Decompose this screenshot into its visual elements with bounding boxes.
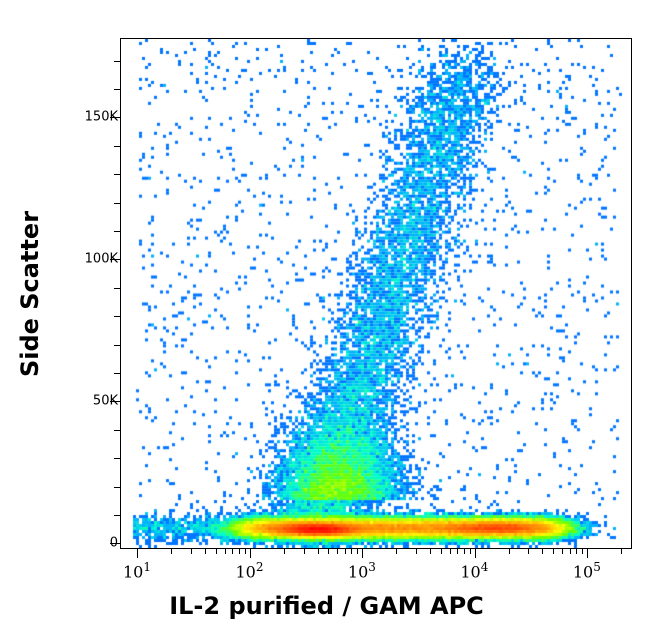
y-major-tick — [110, 259, 120, 261]
x-minor-tick — [440, 549, 442, 554]
y-minor-tick — [114, 486, 120, 488]
x-minor-tick — [283, 549, 285, 554]
x-major-tick — [362, 549, 364, 558]
x-minor-tick — [224, 549, 226, 554]
y-tick-label: 150K — [84, 109, 118, 125]
x-minor-tick — [303, 549, 305, 554]
x-minor-tick — [415, 549, 417, 554]
y-minor-tick — [114, 174, 120, 176]
y-tick-label: 50K — [92, 393, 118, 409]
y-minor-tick — [114, 89, 120, 91]
x-minor-tick — [238, 549, 240, 554]
x-minor-tick — [457, 549, 459, 554]
x-minor-tick — [430, 549, 432, 554]
x-major-tick — [587, 549, 589, 558]
x-minor-tick — [508, 549, 510, 554]
x-minor-tick — [191, 549, 193, 554]
x-tick-label: 102 — [235, 560, 264, 582]
y-minor-tick — [114, 145, 120, 147]
y-minor-tick — [114, 514, 120, 516]
x-tick-label: 101 — [123, 560, 152, 582]
x-minor-tick — [449, 549, 451, 554]
y-minor-tick — [114, 372, 120, 374]
y-major-tick — [110, 117, 120, 119]
x-minor-tick — [337, 549, 339, 554]
y-major-tick — [110, 543, 120, 545]
x-minor-tick — [357, 549, 359, 554]
x-minor-tick — [469, 549, 471, 554]
y-minor-tick — [114, 202, 120, 204]
density-scatter — [121, 39, 631, 548]
x-axis-title: IL-2 purified / GAM APC — [169, 592, 484, 620]
y-minor-tick — [114, 458, 120, 460]
x-minor-tick — [553, 549, 555, 554]
x-tick-label: 104 — [460, 560, 489, 582]
x-minor-tick — [344, 549, 346, 554]
x-tick-label: 103 — [347, 560, 376, 582]
x-minor-tick — [216, 549, 218, 554]
x-major-tick — [137, 549, 139, 558]
plot-area — [120, 38, 632, 549]
x-minor-tick — [171, 549, 173, 554]
x-minor-tick — [351, 549, 353, 554]
y-minor-tick — [114, 429, 120, 431]
x-minor-tick — [205, 549, 207, 554]
x-minor-tick — [569, 549, 571, 554]
x-tick-label: 105 — [572, 560, 601, 582]
x-minor-tick — [232, 549, 234, 554]
y-minor-tick — [114, 344, 120, 346]
y-major-tick — [110, 401, 120, 403]
x-minor-tick — [463, 549, 465, 554]
x-minor-tick — [542, 549, 544, 554]
x-minor-tick — [621, 549, 623, 554]
x-minor-tick — [244, 549, 246, 554]
y-minor-tick — [114, 287, 120, 289]
y-minor-tick — [114, 60, 120, 62]
x-minor-tick — [576, 549, 578, 554]
x-minor-tick — [582, 549, 584, 554]
x-minor-tick — [328, 549, 330, 554]
x-minor-tick — [317, 549, 319, 554]
y-tick-label: 100K — [84, 251, 118, 267]
x-major-tick — [249, 549, 251, 558]
y-minor-tick — [114, 316, 120, 318]
x-minor-tick — [396, 549, 398, 554]
y-tick-label: 0 — [109, 535, 118, 551]
y-axis-title: Side Scatter — [16, 210, 44, 378]
x-minor-tick — [562, 549, 564, 554]
x-minor-tick — [528, 549, 530, 554]
x-major-tick — [474, 549, 476, 558]
y-minor-tick — [114, 231, 120, 233]
